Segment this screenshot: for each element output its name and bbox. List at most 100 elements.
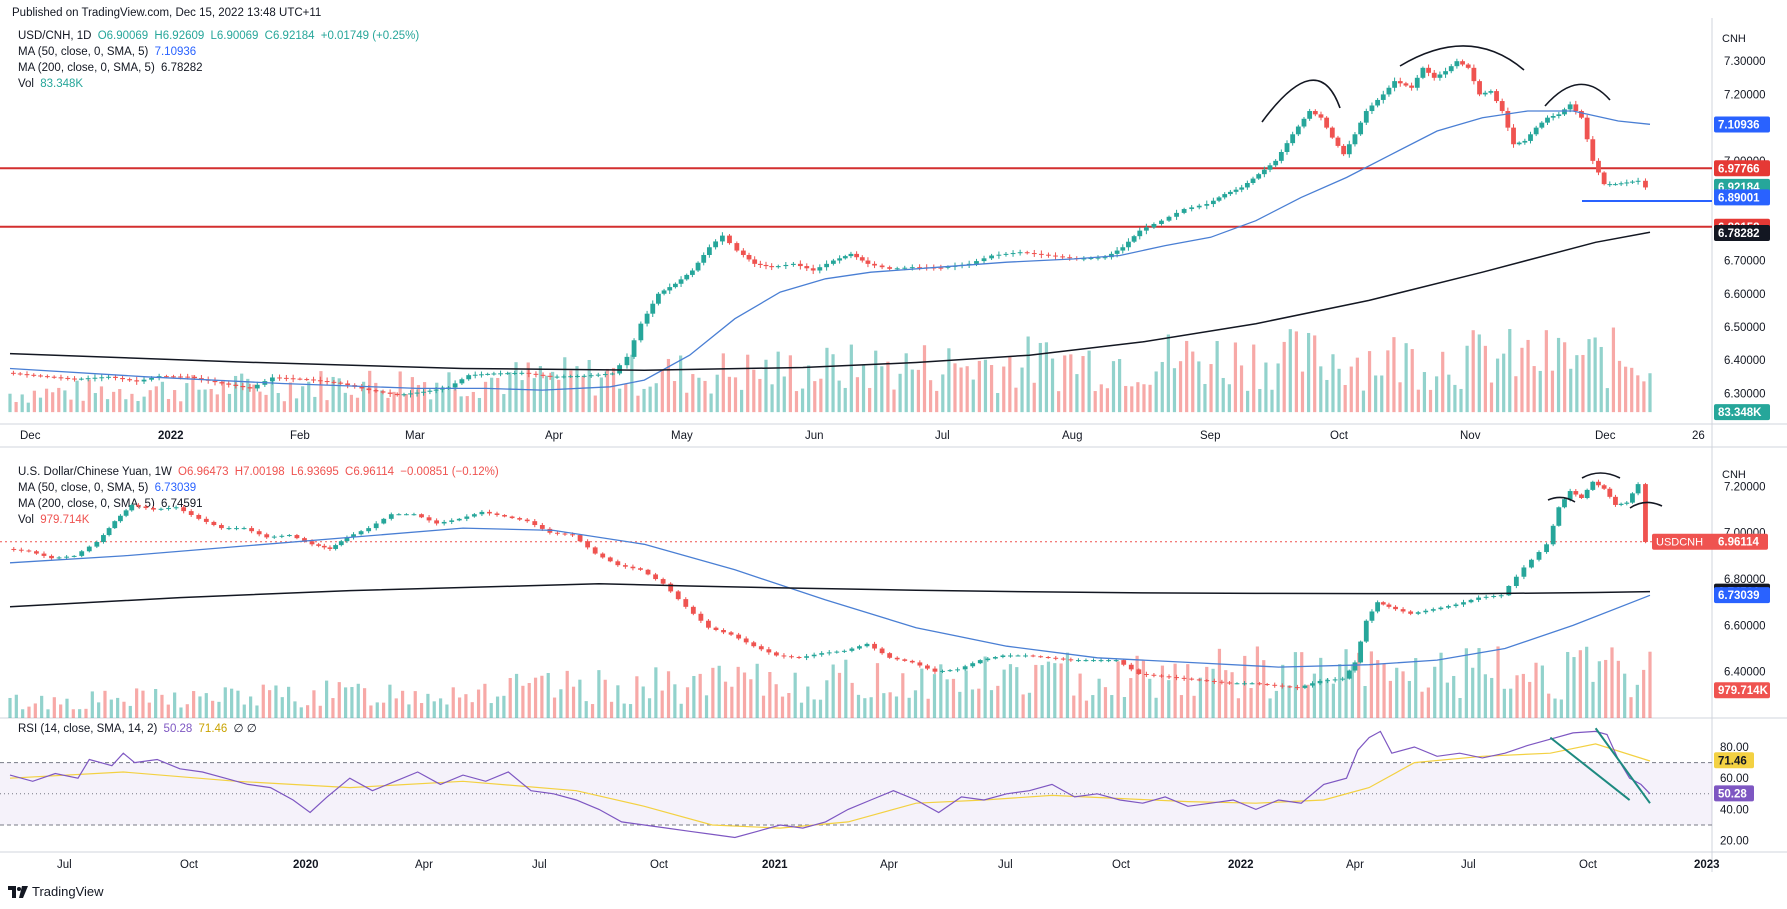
top-volume-bar [959, 367, 963, 413]
top-volume-bar [1447, 374, 1451, 413]
top-y-tick: 6.40000 [1724, 355, 1766, 367]
top-candle [38, 375, 43, 377]
mid-volume-bar [1281, 664, 1285, 718]
top-volume-bar [1038, 342, 1042, 413]
mid-volume-bar [299, 707, 303, 718]
mid-candle [234, 528, 239, 530]
top-candle [837, 258, 843, 261]
mid-volume-bar [1312, 673, 1317, 718]
top-volume-bar [776, 351, 780, 413]
right-shoulder-arc[interactable] [1544, 83, 1611, 107]
top-candle [1579, 111, 1584, 118]
mid-candle [630, 566, 636, 569]
top-candle [1601, 172, 1607, 185]
mid-volume-bar [780, 696, 785, 718]
top-x-tick: Dec [20, 430, 41, 442]
mid-legend: U.S. Dollar/Chinese Yuan, 1W O6.96473 H7… [18, 464, 502, 480]
mid-volume-bar [1154, 697, 1158, 718]
mid-candle [456, 518, 462, 521]
top-volume-bar [197, 389, 201, 413]
mid-volume-bar [1452, 675, 1456, 718]
top-volume-bar [1203, 383, 1207, 413]
mid-candle [1491, 596, 1497, 598]
mid-candle [34, 551, 39, 554]
top-candle [817, 267, 823, 271]
mid-candle [1352, 662, 1358, 671]
top-volume-bar [1428, 389, 1433, 413]
mid-volume-bar [850, 682, 854, 718]
mid-candle [135, 504, 141, 507]
rsi-trendline[interactable] [1549, 736, 1631, 801]
rsi-legend: RSI (14, close, SMA, 14, 2) 50.28 71.46 … [18, 721, 260, 737]
top-candle [1369, 105, 1375, 112]
top-candle [178, 376, 183, 378]
mid-volume-bar [616, 685, 620, 718]
top-ma200-legend: MA (200, close, 0, SMA, 5) 6.78282 [18, 60, 206, 76]
w-right-shoulder-arc[interactable] [1629, 501, 1663, 509]
top-volume-bar [1252, 344, 1256, 413]
mid-volume-bar [939, 664, 943, 718]
top-volume-bar [569, 370, 573, 413]
mid-volume-bar [318, 705, 322, 718]
top-candle [1431, 72, 1437, 78]
mid-candle [321, 545, 327, 548]
mid-volume-bar [407, 704, 411, 718]
mid-candle [41, 553, 47, 556]
top-volume-bar [1044, 342, 1049, 413]
left-shoulder-arc[interactable] [1261, 79, 1341, 123]
top-candle [1239, 187, 1245, 190]
rsi-trendline[interactable] [1594, 727, 1651, 804]
w-head-arc[interactable] [1581, 472, 1621, 479]
top-candle [1397, 81, 1403, 84]
top-volume-bar [1050, 358, 1055, 413]
top-candle [996, 254, 1002, 256]
top-candle [345, 383, 351, 386]
rsi-line [9, 730, 1651, 839]
top-candle [1060, 256, 1066, 258]
top-candle [1358, 122, 1364, 135]
top-candle [1471, 67, 1477, 82]
top-candle [1448, 66, 1454, 72]
w-left-shoulder-arc[interactable] [1547, 496, 1576, 503]
mid-candle [1445, 606, 1451, 608]
mid-volume-bar [856, 694, 861, 718]
top-volume-bar [26, 402, 30, 413]
mid-volume-bar [217, 701, 221, 718]
top-volume-bar [1495, 358, 1500, 413]
mid-volume-bar [1540, 665, 1544, 718]
top-close: C6.92184 [264, 30, 315, 42]
top-volume-bar [532, 378, 536, 413]
mid-price-label-bg [1714, 682, 1770, 699]
top-volume-bar [593, 395, 597, 413]
mid-volume-bar [1604, 659, 1608, 718]
mid-price-label: 6.96114 [1718, 537, 1760, 549]
mid-candle [1613, 496, 1618, 505]
mid-volume-bar [1122, 697, 1127, 718]
mid-volume-bar [394, 698, 398, 718]
mid-candle [86, 546, 92, 552]
mid-volume-bar [489, 703, 493, 718]
top-candle [1295, 126, 1301, 135]
top-volume-bar [1166, 334, 1170, 413]
head-arc[interactable] [1399, 45, 1525, 71]
top-volume-bar [715, 374, 719, 413]
tradingview-logo[interactable]: TradingView [8, 884, 104, 899]
mid-volume-bar [1103, 687, 1108, 718]
bottom-x-tick: Jul [1461, 859, 1476, 871]
mid-volume-bar [274, 685, 278, 718]
top-volume-bar [1002, 366, 1006, 413]
top-title: USD/CNH, 1D [18, 30, 92, 42]
mid-candle [271, 536, 277, 538]
mid-volume-bar [692, 675, 696, 718]
mid-volume-bar [343, 687, 348, 718]
mid-volume-bar [59, 704, 63, 718]
top-candle [790, 263, 796, 265]
top-candle [199, 378, 204, 380]
mid-currency-label: CNH [1722, 469, 1746, 481]
top-volume-bar [1459, 388, 1463, 413]
top-candle [311, 379, 316, 381]
mid-candle [660, 579, 666, 584]
top-volume-bar [1160, 361, 1164, 413]
top-candle [1454, 61, 1460, 67]
